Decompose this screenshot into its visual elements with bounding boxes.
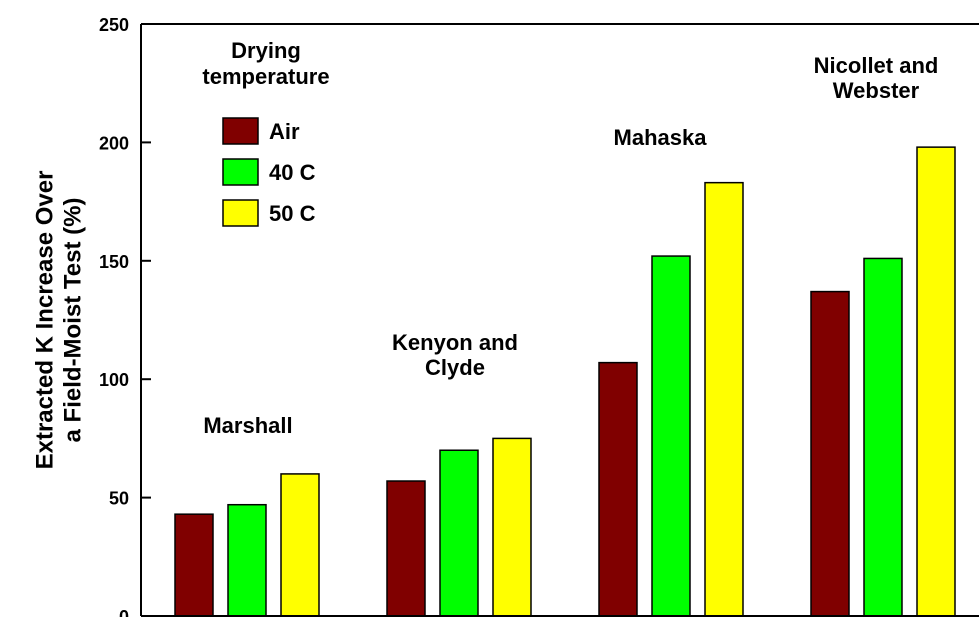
axes bbox=[140, 23, 979, 617]
y-tick-label: 200 bbox=[99, 133, 129, 153]
bars bbox=[174, 146, 956, 617]
bar-40-c bbox=[227, 503, 267, 617]
y-axis-title: Extracted K Increase Over a Field-Moist T… bbox=[31, 171, 86, 470]
y-tick-label: 150 bbox=[99, 252, 129, 272]
legend-label: 50 C bbox=[269, 201, 316, 226]
category-label: Mahaska bbox=[614, 125, 708, 150]
legend-swatch bbox=[222, 158, 259, 186]
category-label: Marshall bbox=[203, 413, 292, 438]
bar-40-c bbox=[651, 255, 691, 617]
bar-air bbox=[386, 480, 426, 617]
legend-swatch bbox=[222, 199, 259, 227]
y-tick-label: 50 bbox=[109, 489, 129, 509]
bar-air bbox=[810, 290, 850, 617]
y-axis-ticks: 0 50 100 150 200 250 bbox=[99, 15, 151, 617]
bar-air bbox=[174, 513, 214, 617]
legend-label: 40 C bbox=[269, 160, 316, 185]
bar-50-c bbox=[280, 473, 320, 617]
y-axis-title-line: a Field-Moist Test (%) bbox=[59, 198, 86, 443]
legend-title: Drying bbox=[231, 38, 301, 63]
y-axis-title-line: Extracted K Increase Over bbox=[31, 171, 58, 470]
category-label: Nicollet and bbox=[814, 53, 939, 78]
category-label: Clyde bbox=[425, 355, 485, 380]
bar-50-c bbox=[916, 146, 956, 617]
legend-title: temperature bbox=[202, 64, 329, 89]
bar-50-c bbox=[704, 181, 744, 617]
bar-50-c bbox=[492, 437, 532, 617]
y-tick-label: 250 bbox=[99, 15, 129, 35]
bar-air bbox=[598, 361, 638, 617]
legend-label: Air bbox=[269, 119, 300, 144]
y-tick-label: 0 bbox=[119, 607, 129, 617]
category-label: Webster bbox=[833, 78, 920, 103]
category-label: Kenyon and bbox=[392, 330, 518, 355]
bar-40-c bbox=[439, 449, 479, 617]
y-tick-label: 100 bbox=[99, 370, 129, 390]
bar-40-c bbox=[863, 257, 903, 617]
legend-swatch bbox=[222, 117, 259, 145]
